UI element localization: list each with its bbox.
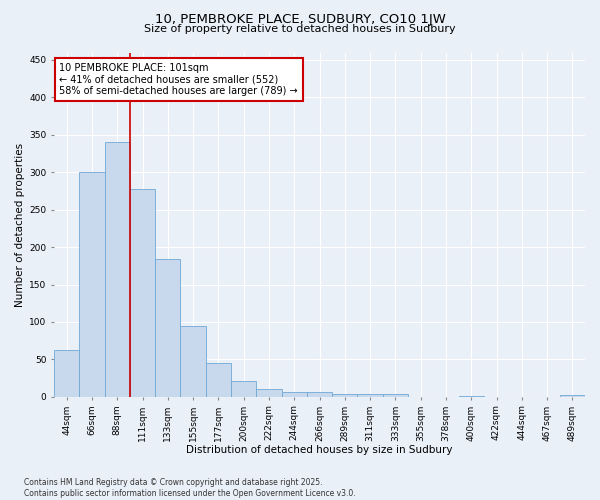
Text: Contains HM Land Registry data © Crown copyright and database right 2025.
Contai: Contains HM Land Registry data © Crown c… xyxy=(24,478,356,498)
Text: Size of property relative to detached houses in Sudbury: Size of property relative to detached ho… xyxy=(144,24,456,34)
Y-axis label: Number of detached properties: Number of detached properties xyxy=(15,142,25,306)
Bar xyxy=(231,381,256,397)
Bar xyxy=(130,188,155,397)
Bar xyxy=(358,394,383,397)
Bar xyxy=(383,394,408,397)
Bar xyxy=(181,326,206,397)
Bar xyxy=(155,259,181,397)
Bar xyxy=(332,394,358,397)
Bar xyxy=(458,396,484,397)
Bar xyxy=(54,350,79,397)
X-axis label: Distribution of detached houses by size in Sudbury: Distribution of detached houses by size … xyxy=(186,445,453,455)
Bar xyxy=(104,142,130,397)
Bar xyxy=(79,172,104,397)
Bar xyxy=(307,392,332,397)
Bar xyxy=(206,363,231,397)
Bar xyxy=(256,388,281,397)
Text: 10, PEMBROKE PLACE, SUDBURY, CO10 1JW: 10, PEMBROKE PLACE, SUDBURY, CO10 1JW xyxy=(155,12,445,26)
Bar xyxy=(560,396,585,397)
Bar xyxy=(281,392,307,397)
Text: 10 PEMBROKE PLACE: 101sqm
← 41% of detached houses are smaller (552)
58% of semi: 10 PEMBROKE PLACE: 101sqm ← 41% of detac… xyxy=(59,63,298,96)
